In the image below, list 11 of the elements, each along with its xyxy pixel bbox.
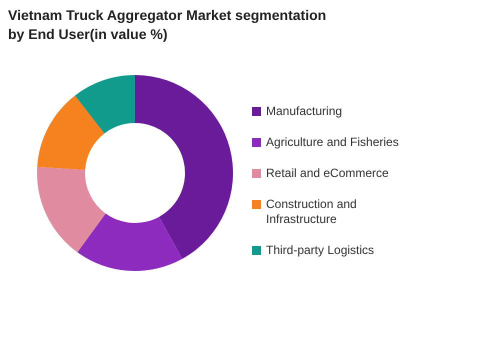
donut-slice	[37, 166, 106, 252]
donut-slice	[74, 75, 135, 134]
legend-label: Construction and Infrastructure	[266, 197, 358, 227]
donut-slice	[135, 75, 233, 259]
donut-slice	[37, 96, 104, 170]
chart-title: Vietnam Truck Aggregator Market segmentation by End User(in value %)	[8, 6, 328, 44]
legend-label: Retail and eCommerce	[266, 166, 390, 181]
legend-label: Third-party Logistics	[266, 243, 376, 258]
legend-label: Manufacturing	[266, 104, 344, 119]
donut-slice	[77, 213, 182, 271]
legend-label: Agriculture and Fisheries	[266, 135, 400, 150]
